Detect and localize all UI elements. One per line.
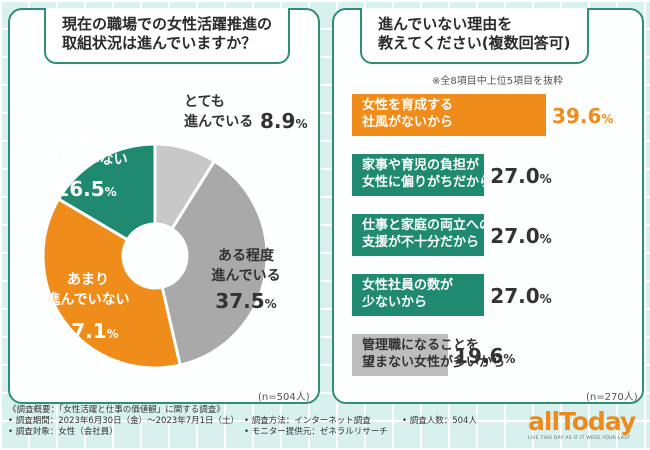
bar-value-2: 27.0% [490,164,552,188]
footer-col-3: • 調査人数：504人 [402,416,477,427]
bar-chart-title: 進んでいない理由を 教えてください(複数回答可) [360,8,589,64]
alltoday-logo: allToday LIVE THIS DAY AS IF IT WERE YOU… [528,407,642,442]
pie-sample-size: (n=504人) [258,392,310,403]
footer-line: • 調査期間：2023年6月30日（金）〜2023年7月1日（土） [8,416,240,426]
pie-value-1: 8.9% [260,109,307,133]
footer-line: • 調査方法：インターネット調査 [244,416,371,426]
pie-value-4: 16.5% [55,177,116,201]
pie-label-4-line-1: まったく [58,132,113,148]
logo-text: allToday [528,407,636,436]
footer-col-1: 《調査概要：「女性活躍と仕事の価値観」に関する調査》 • 調査期間：2023年6… [8,405,239,438]
bar-4 [352,274,485,316]
bar-label-3: 仕事と家庭の両立への 支援が不十分だから [362,217,492,251]
bar-row-3: 仕事と家庭の両立への 支援が不十分だから 27.0% [352,214,632,256]
footer-line: • モニター提供元：ゼネラルリサーチ [244,427,388,437]
bar-label-1-line-2: 社風がないから [362,115,454,130]
bar-label-2-line-2: 女性に偏りがちだから [362,175,493,190]
pie-chart-title: 現在の職場での女性活躍推進の 取組状況は進んでいますか？ [44,8,291,64]
bar-title-line-1: 進んでいない理由を [378,15,513,33]
bar-title-line-2: 教えてください(複数回答可) [378,34,571,52]
bar-sub-note: ※全8項目中上位5項目を抜粋 [432,76,564,87]
bar-value-3: 27.0% [490,224,552,248]
bar-3 [352,214,485,256]
bar-5 [352,334,449,376]
bar-value-1: 39.6% [552,104,614,128]
pie-label-1-line-2: 進んでいる [184,114,253,130]
bar-label-2: 家事や育児の負担が 女性に偏りがちだから [362,157,492,191]
bar-value-4: 27.0% [490,284,552,308]
pie-label-4-line-2: 進んでいない [44,152,127,168]
right-panel: 進んでいない理由を 教えてください(複数回答可) ※全8項目中上位5項目を抜粋 … [332,8,644,404]
bar-label-4-line-1: 女性社員の数が [362,278,454,293]
footer-line: • 調査対象：女性（会社員） [8,427,118,437]
bar-1 [352,94,547,136]
pie-label-2-line-2: 進んでいる [211,268,280,284]
pie-slice-2 [160,158,269,367]
bar-label-3-line-2: 支援が不十分だから [362,235,480,250]
bar-label-4: 女性社員の数が 少ないから [362,277,453,311]
bar-row-2: 家事や育児の負担が 女性に偏りがちだから 27.0% [352,154,632,196]
bar-label-5-line-1: 管理職になることを [362,338,480,353]
bar-label-1-line-1: 女性を育成する [362,98,454,113]
bar-row-1: 女性を育成する 社風がないから 39.6% [352,94,632,136]
pie-value-3: 37.1% [57,319,118,343]
pie-label-2-line-1: ある程度 [218,247,275,264]
pie-slice-3 [41,196,182,370]
bar-label-2-line-1: 家事や育児の負担が [362,158,480,173]
bar-label-3-line-1: 仕事と家庭の両立への [362,218,493,233]
bar-row-5: 管理職になることを望まない女性が多いから 19.6% [352,334,632,376]
logo-tagline: LIVE THIS DAY AS IF IT WERE YOUR LAST [528,436,631,441]
bar-label-5-line-2: 望まない女性が多いから [362,355,506,370]
pie-slice-4 [56,142,157,242]
bar-value-5: 19.6% [454,344,516,368]
bar-label-4-line-2: 少ないから [362,295,428,310]
bar-sample-size: (n=270人) [586,392,638,403]
pie-title-line-1: 現在の職場での女性活躍推進の [62,15,273,33]
bar-2 [352,154,485,196]
footer-col-2: • 調査方法：インターネット調査 • モニター提供元：ゼネラルリサーチ [244,416,388,438]
pie-label-3-line-1: あまり [67,272,109,288]
bar-label-5: 管理職になることを望まない女性が多いから [362,337,505,371]
pie-value-2: 37.5% [215,289,276,313]
footer-line: • 調査人数：504人 [402,416,477,426]
pie-label-3-line-2: 進んでいない [46,292,129,308]
pie-label-1-line-1: とても [184,94,225,110]
bar-row-4: 女性社員の数が 少ないから 27.0% [352,274,632,316]
pie-title-line-2: 取組状況は進んでいますか？ [62,34,257,52]
footer-line: 《調査概要：「女性活躍と仕事の価値観」に関する調査》 [8,405,225,415]
left-panel: 現在の職場での女性活躍推進の 取組状況は進んでいますか？ とても進んでいる 8.9… [8,8,320,404]
bar-label-1: 女性を育成する 社風がないから [362,97,453,131]
